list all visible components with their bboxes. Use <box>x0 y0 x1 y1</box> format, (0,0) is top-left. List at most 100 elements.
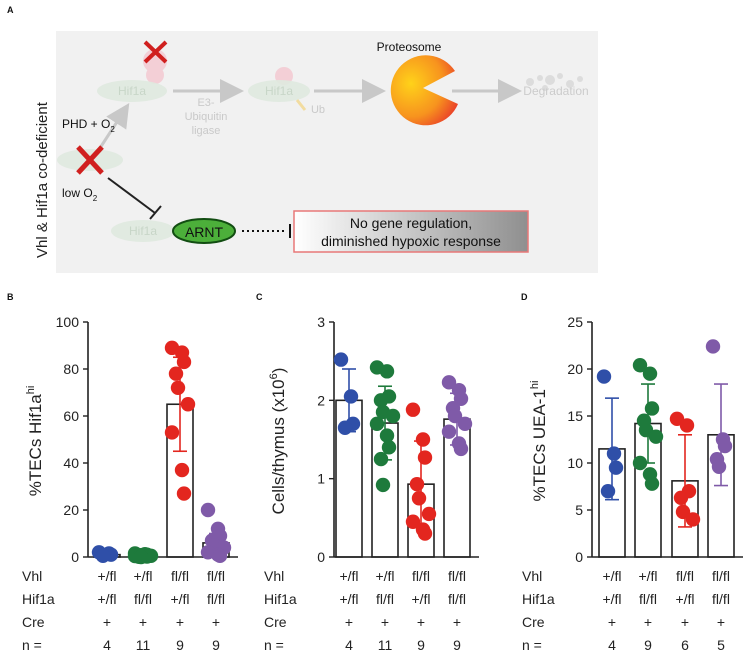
data-point <box>457 416 473 432</box>
panel-letter-a: A <box>7 5 14 15</box>
row-label-n: n = <box>264 637 284 651</box>
condition-value: + <box>453 614 461 630</box>
data-point <box>176 354 192 370</box>
row-label-cre: Cre <box>22 614 45 630</box>
condition-value: 6 <box>681 637 689 651</box>
condition-value: + <box>381 614 389 630</box>
y-tick-label: 40 <box>63 455 79 471</box>
e3-label-line3: ligase <box>192 125 221 137</box>
degradation-label: Degradation <box>523 84 588 98</box>
condition-value: 4 <box>103 637 111 651</box>
data-point <box>373 393 389 408</box>
row-label-hif1a: Hif1a <box>522 591 555 607</box>
hif1a-label: Hif1a <box>118 84 146 98</box>
y-tick-label: 0 <box>71 549 79 565</box>
y-tick-label: 0 <box>575 549 583 565</box>
y-axis-label: %TECs UEA-1hi <box>529 381 549 502</box>
condition-value: 4 <box>345 637 353 651</box>
condition-value: +/fl <box>133 568 152 584</box>
condition-value: +/fl <box>170 591 189 607</box>
condition-value: +/fl <box>97 591 116 607</box>
data-point <box>642 366 658 381</box>
data-point <box>176 486 192 501</box>
data-point <box>644 401 660 416</box>
condition-value: +/fl <box>339 591 358 607</box>
data-point <box>343 389 359 404</box>
data-point <box>441 424 457 439</box>
data-point <box>379 428 395 443</box>
data-point <box>600 484 616 499</box>
panel-letter-d: D <box>521 292 528 302</box>
data-point <box>685 512 701 527</box>
data-point <box>212 548 228 564</box>
condition-value: 11 <box>136 637 151 651</box>
data-point <box>373 451 389 467</box>
condition-value: 9 <box>176 637 184 651</box>
y-tick-label: 80 <box>63 361 79 377</box>
data-point <box>632 455 648 471</box>
data-point <box>133 549 149 565</box>
condition-value: +/fl <box>675 591 694 607</box>
condition-value: fl/fl <box>171 568 189 584</box>
condition-value: +/fl <box>411 591 430 607</box>
condition-value: + <box>212 614 220 630</box>
data-point <box>711 459 727 474</box>
inhibition-bar <box>149 205 162 220</box>
data-point <box>168 366 184 381</box>
data-point <box>180 397 196 412</box>
y-tick-label: 1 <box>317 471 325 487</box>
data-point <box>95 548 111 564</box>
ub-link-icon <box>295 99 307 111</box>
condition-value: +/fl <box>638 568 657 584</box>
result-line1: No gene regulation, <box>350 215 472 231</box>
chart-b: B %TECs Hif1ahi 0 20 40 60 80 100 Vhl +/fl +/fl fl/… <box>7 292 238 653</box>
data-point <box>417 526 433 541</box>
blocked-cross-icon <box>143 40 168 64</box>
data-point <box>447 408 463 424</box>
data-point <box>453 391 469 406</box>
condition-value: + <box>608 614 616 630</box>
e3-label-line1: E3- <box>197 97 214 109</box>
y-axis-label: Cells/thymus (x106) <box>268 368 288 515</box>
hif1a-ellipse <box>248 80 310 102</box>
condition-value: fl/fl <box>676 568 694 584</box>
data-point <box>644 476 660 491</box>
condition-value: 5 <box>717 637 725 651</box>
chart-d: D %TECs UEA-1hi 0 5 10 15 20 25 Vhl +/fl +/fl fl/fl… <box>521 292 743 653</box>
condition-value: fl/fl <box>134 591 152 607</box>
y-tick-label: 60 <box>63 408 79 424</box>
y-tick-label: 20 <box>63 502 79 518</box>
condition-value: fl/fl <box>448 591 466 607</box>
data-point <box>453 441 469 457</box>
condition-value: + <box>345 614 353 630</box>
data-point <box>174 462 190 478</box>
condition-value: + <box>417 614 425 630</box>
data-point <box>369 416 385 432</box>
row-label-n: n = <box>22 637 42 651</box>
chart-c: C Cells/thymus (x106) 0 1 2 3 Vhl +/fl +/fl fl/fl… <box>256 292 479 653</box>
data-point <box>717 438 733 454</box>
condition-value: 11 <box>378 637 393 651</box>
condition-value: fl/fl <box>712 591 730 607</box>
data-point <box>417 450 433 465</box>
y-tick-label: 0 <box>317 549 325 565</box>
condition-value: + <box>717 614 725 630</box>
condition-value: + <box>644 614 652 630</box>
row-label-vhl: Vhl <box>22 568 42 584</box>
y-tick-label: 3 <box>317 314 325 330</box>
data-point <box>421 506 437 522</box>
data-point <box>606 446 622 461</box>
data-point <box>596 369 612 384</box>
row-label-cre: Cre <box>522 614 545 630</box>
condition-value: + <box>176 614 184 630</box>
inhibition-line <box>107 177 156 214</box>
condition-value: fl/fl <box>207 591 225 607</box>
data-point <box>409 476 425 492</box>
data-point <box>705 339 721 354</box>
condition-value: 4 <box>608 637 616 651</box>
y-tick-label: 25 <box>567 314 583 330</box>
data-point <box>375 477 391 493</box>
data-point <box>405 514 421 529</box>
